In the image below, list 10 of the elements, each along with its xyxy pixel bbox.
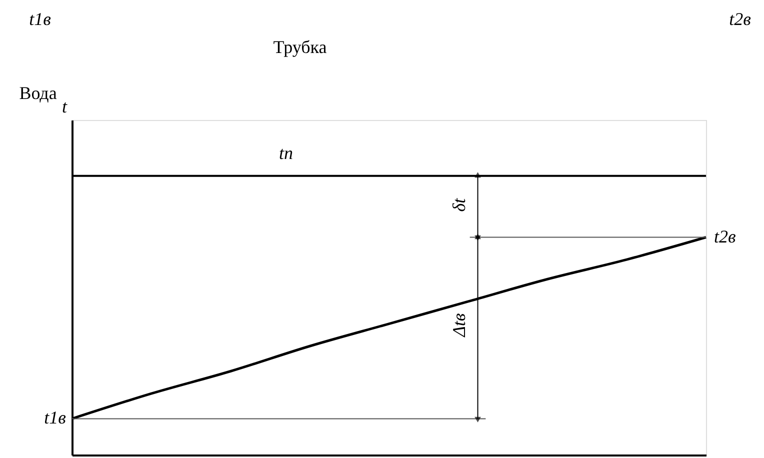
ref-line-label: t2в — [714, 226, 736, 246]
text: Вода — [19, 83, 57, 103]
y-axis-title: t — [62, 96, 68, 116]
text: t2в — [729, 9, 752, 29]
annotation: Δtв — [449, 313, 469, 338]
text: Трубка — [273, 37, 327, 57]
annotation: δt — [449, 197, 469, 212]
series-label: tп — [278, 142, 293, 163]
ref-line-label: t1в — [44, 408, 66, 428]
text: t1в — [29, 9, 52, 29]
